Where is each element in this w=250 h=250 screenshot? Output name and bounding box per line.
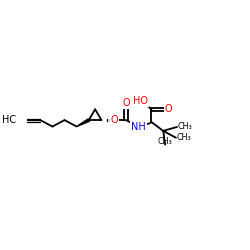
Text: NH: NH xyxy=(131,122,146,132)
Text: CH₃: CH₃ xyxy=(178,122,193,132)
Text: CH₃: CH₃ xyxy=(177,133,192,142)
Text: CH₃: CH₃ xyxy=(158,136,172,145)
Polygon shape xyxy=(77,119,90,126)
Text: HO: HO xyxy=(133,96,148,106)
Text: O: O xyxy=(110,115,118,125)
Text: O: O xyxy=(164,104,172,114)
Text: HC: HC xyxy=(2,115,16,125)
Text: O: O xyxy=(122,98,130,108)
